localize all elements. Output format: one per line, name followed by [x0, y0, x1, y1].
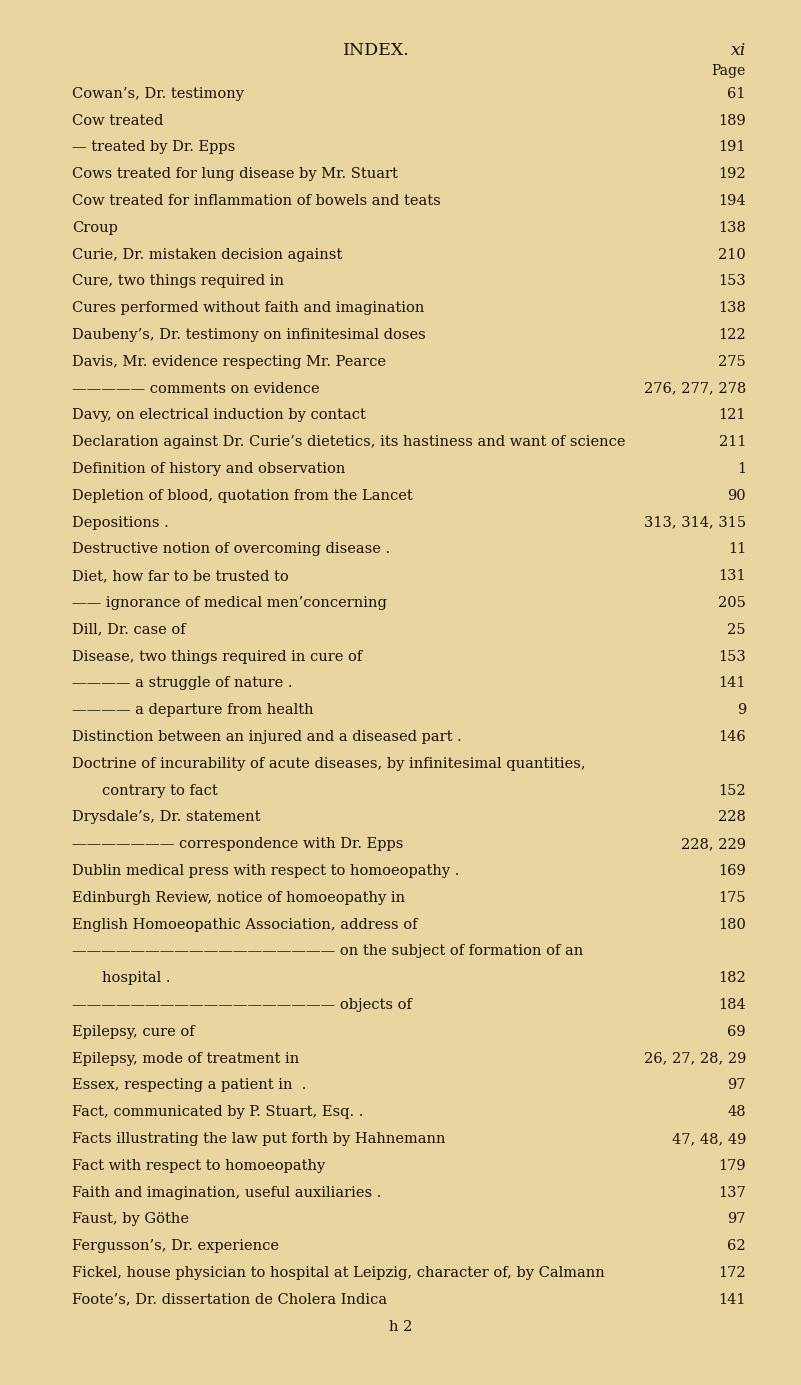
Text: Fergusson’s, Dr. experience: Fergusson’s, Dr. experience [72, 1240, 279, 1253]
Text: 138: 138 [718, 220, 746, 235]
Text: xi: xi [731, 42, 746, 60]
Text: — treated by Dr. Epps: — treated by Dr. Epps [72, 140, 235, 154]
Text: Cures performed without faith and imagination: Cures performed without faith and imagin… [72, 301, 425, 316]
Text: Cowan’s, Dr. testimony: Cowan’s, Dr. testimony [72, 87, 244, 101]
Text: Fickel, house physician to hospital at Leipzig, character of, by Calmann: Fickel, house physician to hospital at L… [72, 1266, 605, 1280]
Text: Faith and imagination, useful auxiliaries .: Faith and imagination, useful auxiliarie… [72, 1186, 381, 1199]
Text: 146: 146 [718, 730, 746, 744]
Text: ——————— correspondence with Dr. Epps: ——————— correspondence with Dr. Epps [72, 837, 404, 852]
Text: Facts illustrating the law put forth by Hahnemann: Facts illustrating the law put forth by … [72, 1132, 445, 1145]
Text: 121: 121 [718, 409, 746, 422]
Text: ———— a departure from health: ———— a departure from health [72, 704, 314, 717]
Text: 131: 131 [718, 569, 746, 583]
Text: —————————————————— objects of: —————————————————— objects of [72, 999, 412, 1012]
Text: Essex, respecting a patient in  .: Essex, respecting a patient in . [72, 1079, 306, 1093]
Text: 69: 69 [727, 1025, 746, 1039]
Text: Epilepsy, cure of: Epilepsy, cure of [72, 1025, 195, 1039]
Text: Declaration against Dr. Curie’s dietetics, its hastiness and want of science: Declaration against Dr. Curie’s dietetic… [72, 435, 626, 449]
Text: 169: 169 [718, 864, 746, 878]
Text: 153: 153 [718, 650, 746, 663]
Text: 180: 180 [718, 918, 746, 932]
Text: Depletion of blood, quotation from the Lancet: Depletion of blood, quotation from the L… [72, 489, 413, 503]
Text: Daubeny’s, Dr. testimony on infinitesimal doses: Daubeny’s, Dr. testimony on infinitesima… [72, 328, 426, 342]
Text: 276, 277, 278: 276, 277, 278 [644, 382, 746, 396]
Text: —— ignorance of medical men’concerning: —— ignorance of medical men’concerning [72, 596, 387, 609]
Text: Cow treated: Cow treated [72, 114, 163, 127]
Text: 1: 1 [737, 463, 746, 476]
Text: 179: 179 [718, 1159, 746, 1173]
Text: Cows treated for lung disease by Mr. Stuart: Cows treated for lung disease by Mr. Stu… [72, 168, 398, 181]
Text: Doctrine of incurability of acute diseases, by infinitesimal quantities,: Doctrine of incurability of acute diseas… [72, 756, 586, 771]
Text: Curie, Dr. mistaken decision against: Curie, Dr. mistaken decision against [72, 248, 342, 262]
Text: 205: 205 [718, 596, 746, 609]
Text: 175: 175 [718, 891, 746, 904]
Text: Destructive notion of overcoming disease .: Destructive notion of overcoming disease… [72, 543, 390, 557]
Text: 137: 137 [718, 1186, 746, 1199]
Text: 184: 184 [718, 999, 746, 1012]
Text: 210: 210 [718, 248, 746, 262]
Text: Fact with respect to homoeopathy: Fact with respect to homoeopathy [72, 1159, 325, 1173]
Text: Drysdale’s, Dr. statement: Drysdale’s, Dr. statement [72, 810, 260, 824]
Text: Dublin medical press with respect to homoeopathy .: Dublin medical press with respect to hom… [72, 864, 460, 878]
Text: 194: 194 [718, 194, 746, 208]
Text: Edinburgh Review, notice of homoeopathy in: Edinburgh Review, notice of homoeopathy … [72, 891, 405, 904]
Text: 90: 90 [727, 489, 746, 503]
Text: Depositions .: Depositions . [72, 515, 169, 529]
Text: ————— comments on evidence: ————— comments on evidence [72, 382, 320, 396]
Text: 97: 97 [727, 1212, 746, 1226]
Text: Dill, Dr. case of: Dill, Dr. case of [72, 623, 186, 637]
Text: 192: 192 [718, 168, 746, 181]
Text: 228: 228 [718, 810, 746, 824]
Text: 141: 141 [718, 1292, 746, 1307]
Text: English Homoeopathic Association, address of: English Homoeopathic Association, addres… [72, 918, 417, 932]
Text: 189: 189 [718, 114, 746, 127]
Text: Disease, two things required in cure of: Disease, two things required in cure of [72, 650, 362, 663]
Text: Faust, by Göthe: Faust, by Göthe [72, 1212, 189, 1226]
Text: ———— a struggle of nature .: ———— a struggle of nature . [72, 676, 292, 690]
Text: contrary to fact: contrary to fact [102, 784, 218, 798]
Text: INDEX.: INDEX. [343, 42, 410, 60]
Text: 138: 138 [718, 301, 746, 316]
Text: 9: 9 [737, 704, 746, 717]
Text: 97: 97 [727, 1079, 746, 1093]
Text: 228, 229: 228, 229 [681, 837, 746, 852]
Text: 122: 122 [718, 328, 746, 342]
Text: 61: 61 [727, 87, 746, 101]
Text: 191: 191 [718, 140, 746, 154]
Text: 26, 27, 28, 29: 26, 27, 28, 29 [644, 1051, 746, 1065]
Text: 48: 48 [727, 1105, 746, 1119]
Text: 47, 48, 49: 47, 48, 49 [671, 1132, 746, 1145]
Text: 153: 153 [718, 274, 746, 288]
Text: Foote’s, Dr. dissertation de Cholera Indica: Foote’s, Dr. dissertation de Cholera Ind… [72, 1292, 387, 1307]
Text: 172: 172 [718, 1266, 746, 1280]
Text: Cow treated for inflammation of bowels and teats: Cow treated for inflammation of bowels a… [72, 194, 441, 208]
Text: Fact, communicated by P. Stuart, Esq. .: Fact, communicated by P. Stuart, Esq. . [72, 1105, 364, 1119]
Text: 182: 182 [718, 971, 746, 985]
Text: Epilepsy, mode of treatment in: Epilepsy, mode of treatment in [72, 1051, 300, 1065]
Text: 62: 62 [727, 1240, 746, 1253]
Text: Croup: Croup [72, 220, 118, 235]
Text: 313, 314, 315: 313, 314, 315 [644, 515, 746, 529]
Text: 11: 11 [728, 543, 746, 557]
Text: 25: 25 [727, 623, 746, 637]
Text: 152: 152 [718, 784, 746, 798]
Text: —————————————————— on the subject of formation of an: —————————————————— on the subject of for… [72, 945, 583, 958]
Text: 211: 211 [718, 435, 746, 449]
Text: Diet, how far to be trusted to: Diet, how far to be trusted to [72, 569, 288, 583]
Text: Page: Page [712, 64, 746, 78]
Text: Cure, two things required in: Cure, two things required in [72, 274, 284, 288]
Text: Davis, Mr. evidence respecting Mr. Pearce: Davis, Mr. evidence respecting Mr. Pearc… [72, 355, 386, 368]
Text: Definition of history and observation: Definition of history and observation [72, 463, 345, 476]
Text: h 2: h 2 [388, 1320, 413, 1334]
Text: Distinction between an injured and a diseased part .: Distinction between an injured and a dis… [72, 730, 461, 744]
Text: 275: 275 [718, 355, 746, 368]
Text: hospital .: hospital . [102, 971, 171, 985]
Text: 141: 141 [718, 676, 746, 690]
Text: Davy, on electrical induction by contact: Davy, on electrical induction by contact [72, 409, 366, 422]
